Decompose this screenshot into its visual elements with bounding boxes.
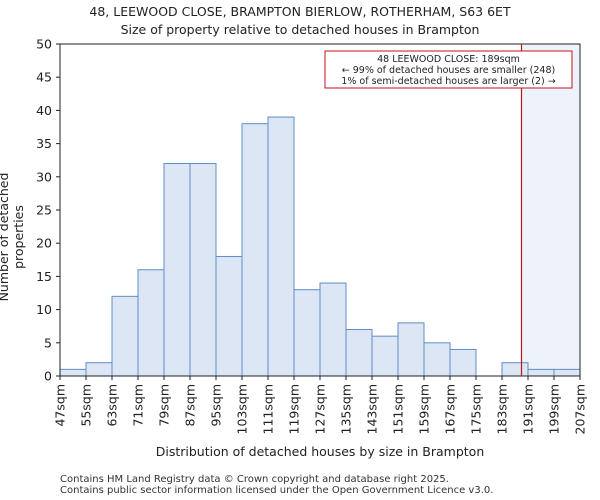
histogram-bar [111,295,139,377]
histogram-bar [163,163,191,377]
x-tick-label: 135sqm [339,384,354,434]
x-tick-label: 167sqm [443,384,458,434]
annotation-line-1: 48 LEEWOOD CLOSE: 189sqm [377,54,520,65]
x-tick-label: 63sqm [105,384,120,427]
histogram-bar [397,322,425,377]
x-axis-label: Distribution of detached houses by size … [155,444,485,459]
histogram-bar [241,123,269,377]
histogram-bar [267,116,295,377]
x-tick-label: 95sqm [209,384,224,427]
histogram-bar [553,368,581,377]
x-tick-label: 159sqm [417,384,432,434]
x-tick-label: 199sqm [547,384,562,434]
x-tick-label: 47sqm [53,384,68,427]
histogram-bar [215,255,243,377]
chart-title: 48, LEEWOOD CLOSE, BRAMPTON BIERLOW, ROT… [89,4,511,19]
histogram-bar [449,348,477,377]
x-tick-label: 143sqm [365,384,380,434]
x-tick-label: 119sqm [287,384,302,434]
footer-copyright: Contains HM Land Registry data © Crown c… [60,474,449,485]
y-tick-label: 35 [36,136,52,151]
chart-subtitle: Size of property relative to detached ho… [120,22,480,37]
x-tick-label: 151sqm [391,384,406,434]
histogram-bar [189,163,217,377]
x-tick-label: 103sqm [235,384,250,434]
histogram-bar [527,368,555,377]
histogram-bar [293,289,321,377]
x-tick-label: 127sqm [313,384,328,434]
y-tick-label: 25 [36,203,52,218]
annotation-line-3: 1% of semi-detached houses are larger (2… [341,76,555,87]
y-tick-label: 0 [44,369,52,384]
y-tick-label: 45 [36,70,52,85]
y-tick-label: 50 [36,37,52,52]
x-tick-label: 207sqm [573,384,588,434]
y-tick-label: 5 [44,335,52,350]
annotation-box [324,50,573,89]
x-tick-label: 191sqm [521,384,536,434]
histogram-bar [423,342,451,377]
histogram-bar [501,362,529,377]
x-tick-label: 55sqm [79,384,94,427]
y-tick-label: 15 [36,269,52,284]
histogram-bar [59,368,87,377]
annotation-line-2: ← 99% of detached houses are smaller (24… [342,65,555,76]
y-axis-label: Number of detached properties [0,172,26,302]
y-tick-label: 10 [36,302,52,317]
x-tick-label: 87sqm [183,384,198,427]
x-tick-label: 111sqm [261,384,276,434]
histogram-bar [85,362,113,377]
histogram-bar [345,329,373,377]
x-tick-label: 79sqm [157,384,172,427]
y-tick-label: 20 [36,236,52,251]
footer-licence: Contains public sector information licen… [60,485,494,496]
x-tick-label: 175sqm [469,384,484,434]
larger-region-shade [521,44,580,376]
x-tick-label: 183sqm [495,384,510,434]
y-tick-label: 30 [36,169,52,184]
y-tick-label: 40 [36,103,52,118]
histogram-bar [137,269,165,377]
histogram-bar [371,335,399,377]
histogram-bar [319,282,347,377]
x-tick-label: 71sqm [131,384,146,427]
